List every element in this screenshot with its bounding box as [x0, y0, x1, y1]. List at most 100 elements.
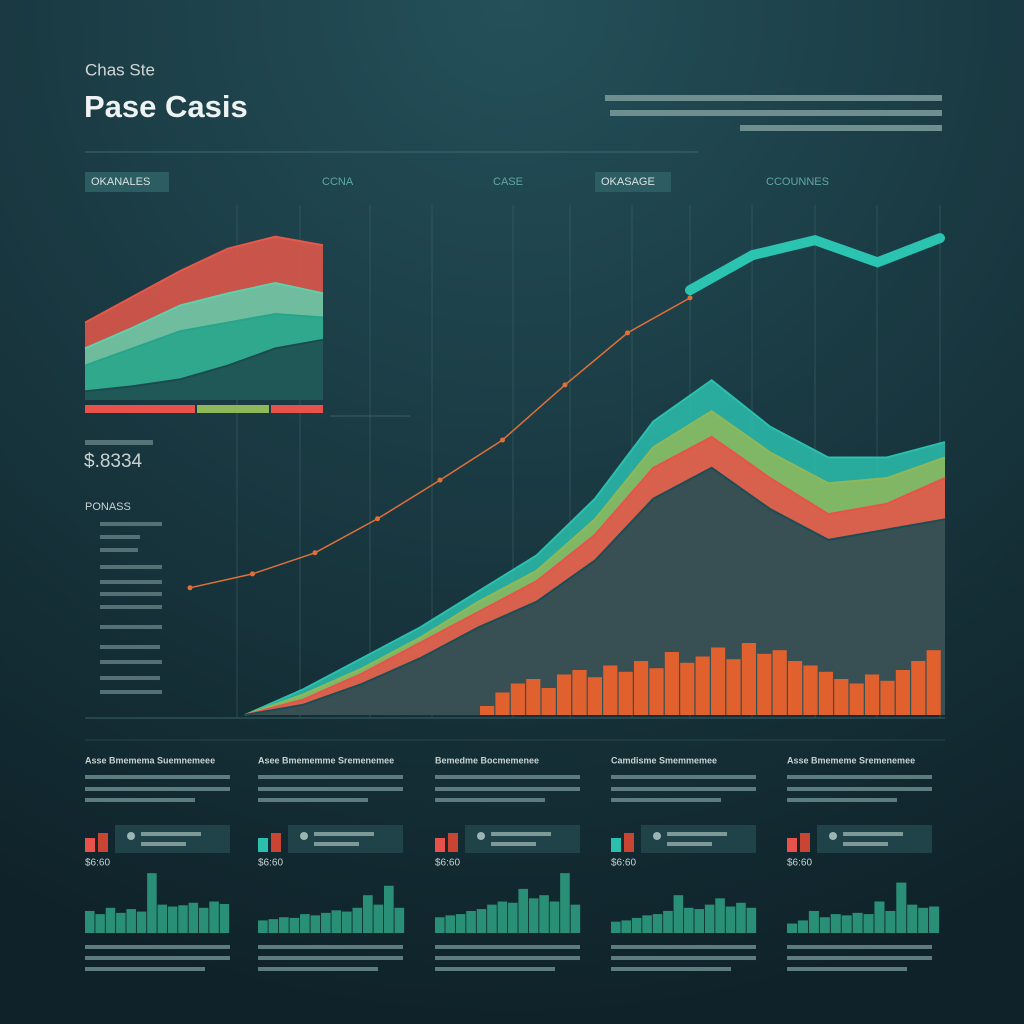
- card-text-line: [435, 775, 580, 779]
- card-panel: [115, 825, 230, 853]
- bar: [116, 912, 126, 933]
- bar: [652, 914, 663, 933]
- card-heading: Asse Bmememe Sremenemee: [787, 755, 915, 765]
- bar: [342, 911, 352, 933]
- bar: [746, 907, 757, 933]
- bar: [852, 912, 863, 933]
- bar: [797, 920, 808, 933]
- bar: [508, 902, 518, 933]
- bar: [788, 661, 803, 715]
- card-text-line: [611, 787, 756, 791]
- area-edge: [84, 338, 324, 393]
- card-heading: Bemedme Bocmemenee: [435, 755, 539, 765]
- card-text-line: [258, 956, 403, 960]
- point: [250, 571, 255, 577]
- bar: [849, 683, 864, 715]
- card-text-line: [843, 842, 888, 846]
- card-text-line: [258, 967, 378, 971]
- bar: [95, 914, 105, 933]
- bar: [664, 652, 679, 715]
- bar: [711, 647, 726, 715]
- bar: [279, 917, 289, 933]
- bar: [874, 901, 885, 933]
- bar: [885, 910, 896, 933]
- card-text-line: [611, 956, 756, 960]
- point: [500, 437, 505, 443]
- tab-label: OKANALES: [91, 176, 150, 188]
- bar: [926, 650, 941, 715]
- area-edge: [244, 409, 946, 716]
- kicker: Chas Ste: [85, 60, 155, 79]
- bar: [549, 901, 560, 933]
- bar: [865, 674, 880, 715]
- area-edge: [244, 466, 946, 716]
- card-heading: Asee Bmememme Sremenemee: [258, 755, 394, 765]
- tab-label: CCNA: [322, 176, 354, 188]
- bar: [741, 643, 756, 715]
- card-text-line: [258, 798, 368, 802]
- bar: [895, 670, 910, 715]
- card-icon: [829, 832, 837, 840]
- bar: [907, 904, 918, 933]
- bar: [818, 671, 833, 715]
- bar: [167, 906, 178, 933]
- bar: [526, 679, 541, 715]
- point: [875, 259, 880, 265]
- bar: [631, 917, 642, 933]
- bar: [863, 914, 874, 933]
- tab-label: CASE: [493, 176, 523, 188]
- card-stat: $6:60: [787, 858, 812, 869]
- intro-lines: [605, 95, 942, 131]
- card-panel: [465, 825, 580, 853]
- card-panel: [288, 825, 403, 853]
- point: [562, 382, 568, 388]
- bar: [841, 915, 852, 933]
- bar: [310, 915, 321, 933]
- card-icon: [300, 832, 308, 840]
- bar: [384, 885, 394, 933]
- card-text-line: [611, 967, 731, 971]
- bar: [157, 904, 168, 933]
- card-text-line: [85, 787, 230, 791]
- strip: [271, 405, 323, 413]
- bar: [300, 914, 310, 933]
- card-text-line: [314, 832, 374, 836]
- bar: [518, 888, 529, 933]
- bar: [455, 914, 466, 933]
- point: [750, 252, 755, 258]
- card-icon: [477, 832, 485, 840]
- bar: [649, 668, 664, 715]
- card-text-line: [787, 945, 932, 949]
- bar: [704, 904, 715, 933]
- card-text-line: [435, 945, 580, 949]
- card-text-line: [141, 842, 186, 846]
- card-stat: $6:60: [611, 858, 636, 869]
- bar: [321, 912, 331, 933]
- bar: [772, 650, 787, 715]
- point: [375, 516, 380, 522]
- card-text-line: [85, 798, 195, 802]
- bar: [929, 906, 940, 933]
- tab-label: CCOUNNES: [766, 176, 829, 188]
- bar: [880, 680, 895, 715]
- card-panel: [641, 825, 756, 853]
- bar: [528, 898, 539, 933]
- bar: [611, 921, 621, 933]
- card-text-line: [435, 798, 545, 802]
- card-text-line: [85, 956, 230, 960]
- point: [437, 477, 443, 483]
- bar: [673, 895, 684, 933]
- area-edge: [244, 379, 946, 716]
- card-text-line: [667, 832, 727, 836]
- card-text-line: [314, 842, 359, 846]
- bar: [487, 904, 497, 933]
- bar: [373, 904, 384, 933]
- point: [687, 287, 693, 293]
- bar: [572, 670, 587, 715]
- bar: [911, 661, 926, 715]
- card-text-line: [611, 945, 756, 949]
- bar: [435, 917, 445, 933]
- card-chip: [448, 833, 458, 852]
- bar: [219, 904, 230, 933]
- card-heading: Asse Bmemema Suemnemeee: [85, 755, 215, 765]
